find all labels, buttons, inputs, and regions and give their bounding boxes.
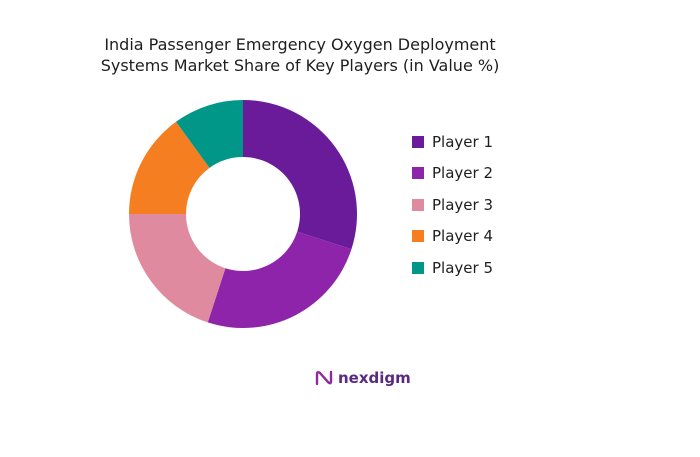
legend-label: Player 1	[432, 132, 493, 151]
donut-slice-player-1	[243, 100, 358, 250]
legend-swatch	[412, 261, 424, 274]
legend-label: Player 5	[432, 258, 493, 277]
donut-slice-player-5	[175, 100, 243, 168]
chart-title-line-1: India Passenger Emergency Oxygen Deploym…	[104, 35, 496, 54]
legend-item-player-4: Player 4	[412, 221, 493, 253]
donut-slice-player-3	[129, 214, 226, 323]
legend-item-player-5: Player 5	[412, 252, 493, 284]
legend-swatch	[412, 135, 424, 148]
legend-item-player-3: Player 3	[412, 189, 493, 221]
legend-swatch	[412, 167, 424, 180]
brand-logo: nexdigm	[314, 368, 411, 388]
chart-title: India Passenger Emergency Oxygen Deploym…	[90, 34, 510, 76]
legend-label: Player 2	[432, 164, 493, 183]
nexdigm-logo-icon	[315, 370, 333, 386]
brand-name: nexdigm	[338, 369, 411, 387]
legend-label: Player 4	[432, 227, 493, 246]
legend-swatch	[412, 198, 424, 211]
legend-item-player-1: Player 1	[412, 126, 493, 158]
chart-title-line-2: Systems Market Share of Key Players (in …	[100, 56, 500, 75]
legend-swatch	[412, 230, 424, 243]
donut-slice-player-4	[129, 121, 210, 214]
legend-label: Player 3	[432, 195, 493, 214]
chart-legend: Player 1 Player 2 Player 3 Player 4 Play…	[412, 126, 493, 284]
legend-item-player-2: Player 2	[412, 158, 493, 190]
donut-slice-player-2	[207, 231, 352, 328]
